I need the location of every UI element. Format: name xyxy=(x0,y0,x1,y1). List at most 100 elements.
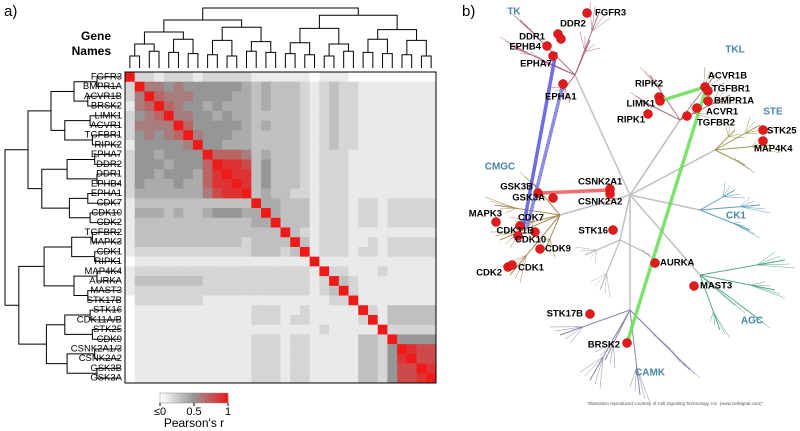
heat-cell xyxy=(202,295,213,306)
heat-cell xyxy=(397,246,408,257)
heat-cell xyxy=(309,208,320,219)
tree-twig xyxy=(739,206,766,210)
heat-cell xyxy=(212,237,223,248)
dendrogram xyxy=(289,42,311,55)
tree-twig xyxy=(713,311,726,335)
heat-cell xyxy=(193,188,204,199)
heat-cell xyxy=(426,140,437,151)
heat-cell xyxy=(134,276,145,287)
colorbar-step xyxy=(216,393,219,403)
heat-cell xyxy=(416,198,427,209)
heat-cell xyxy=(329,363,340,374)
tree-twig xyxy=(734,159,756,174)
heat-cell xyxy=(154,324,165,335)
tree-twig xyxy=(756,264,796,269)
dendrogram xyxy=(328,43,350,56)
heat-cell xyxy=(125,276,136,287)
heat-cell xyxy=(163,208,174,219)
heat-cell xyxy=(290,305,301,316)
tree-twig xyxy=(744,120,756,134)
heat-cell xyxy=(377,353,388,364)
heat-cell xyxy=(125,110,136,121)
heat-cell xyxy=(154,237,165,248)
heat-cell xyxy=(154,353,165,364)
heat-cell xyxy=(183,81,194,92)
heat-cell xyxy=(319,334,330,345)
heat-cell xyxy=(406,208,417,219)
heat-cell xyxy=(154,140,165,151)
heat-cell xyxy=(426,72,437,83)
heat-cell xyxy=(241,169,252,180)
heat-cell xyxy=(348,149,359,160)
heat-cell xyxy=(426,208,437,219)
heat-cell xyxy=(222,256,233,267)
tree-twig xyxy=(604,273,607,295)
heat-cell xyxy=(329,159,340,170)
kinase-dot xyxy=(682,111,692,121)
heat-cell xyxy=(426,324,437,335)
heat-cell xyxy=(367,140,378,151)
tree-twig xyxy=(539,59,552,66)
heat-cell xyxy=(154,373,165,384)
heat-cell xyxy=(299,363,310,374)
dendrogram xyxy=(367,38,388,54)
heat-cell xyxy=(426,266,437,277)
heat-cell xyxy=(270,276,281,287)
heat-cell xyxy=(144,246,155,257)
tree-twig xyxy=(653,333,676,354)
colorbar-step xyxy=(166,393,169,403)
heat-cell xyxy=(231,72,242,83)
tree-twig xyxy=(599,273,607,291)
heat-cell xyxy=(251,334,262,345)
tree-twig xyxy=(713,311,731,339)
heat-cell xyxy=(329,353,340,364)
colorbar-step xyxy=(224,393,227,403)
dendrogram xyxy=(43,246,74,287)
heat-cell xyxy=(329,276,340,287)
heat-cell xyxy=(290,246,301,257)
heat-cell xyxy=(280,295,291,306)
heat-cell xyxy=(154,217,165,228)
heat-cell xyxy=(358,188,369,199)
heat-cell xyxy=(338,72,349,83)
heat-cell xyxy=(270,305,281,316)
heat-cell xyxy=(163,305,174,316)
heat-cell xyxy=(397,140,408,151)
heat-cell xyxy=(299,334,310,345)
heat-cell xyxy=(299,81,310,92)
heat-cell xyxy=(144,334,155,345)
heat-cell xyxy=(125,101,136,112)
heat-cell xyxy=(125,314,136,325)
heat-cell xyxy=(319,110,330,121)
heat-cell xyxy=(348,81,359,92)
colorbar-step xyxy=(222,393,225,403)
tree-twig xyxy=(749,284,786,299)
heat-cell xyxy=(241,373,252,384)
heat-cell xyxy=(261,334,272,345)
kinase-label: LIMK1 xyxy=(627,99,656,110)
heat-cell xyxy=(125,208,136,219)
heat-cell xyxy=(290,188,301,199)
heat-cell xyxy=(251,246,262,257)
heat-cell xyxy=(387,159,398,170)
colorbar-step xyxy=(212,393,215,403)
heat-cell xyxy=(212,305,223,316)
heat-cell xyxy=(251,276,262,287)
heat-cell xyxy=(193,237,204,248)
heat-cell xyxy=(397,159,408,170)
heat-cell xyxy=(134,344,145,355)
heat-cell xyxy=(299,344,310,355)
heat-cell xyxy=(348,120,359,131)
heat-cell xyxy=(144,217,155,228)
heat-cell xyxy=(251,110,262,121)
colorbar-step xyxy=(218,393,221,403)
heat-cell xyxy=(183,314,194,325)
heat-cell xyxy=(222,266,233,277)
heat-cell xyxy=(163,314,174,325)
heat-cell xyxy=(251,266,262,277)
heat-cell xyxy=(329,266,340,277)
heat-cell xyxy=(193,81,204,92)
heat-cell xyxy=(222,101,233,112)
heat-cell xyxy=(280,324,291,335)
heat-cell xyxy=(397,314,408,325)
